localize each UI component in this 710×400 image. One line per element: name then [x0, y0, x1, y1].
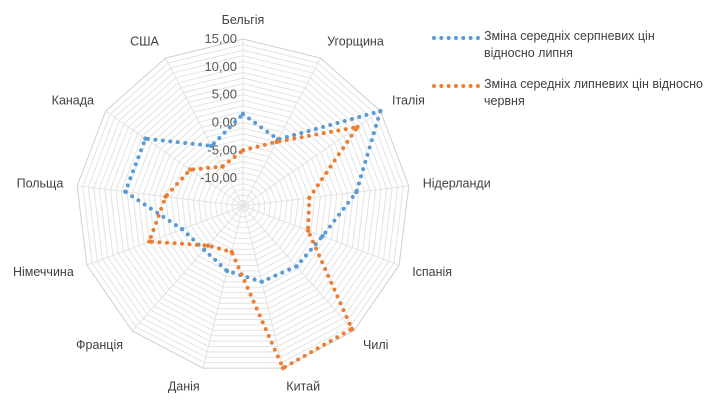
category-label: Данія [168, 380, 200, 394]
grid-ring [93, 55, 393, 353]
data-point [305, 228, 311, 233]
data-point [224, 268, 230, 274]
grid-ring [142, 105, 344, 304]
data-point [205, 243, 211, 248]
grid-ring [104, 66, 382, 342]
data-point [209, 143, 214, 149]
grid-ring [98, 60, 388, 347]
category-labels: Бельгія Угорщина Італія Нідерланди Іспанія Чи… [13, 13, 491, 394]
grid-ring [87, 49, 399, 358]
spoke-line [242, 57, 322, 207]
grid-ring [203, 166, 283, 245]
data-point [274, 139, 279, 145]
grid-ring [192, 155, 294, 256]
data-point [307, 195, 312, 201]
spoke-line [242, 205, 284, 369]
category-label: Китай [286, 380, 320, 394]
data-point [294, 264, 299, 269]
category-label: Бельгія [222, 13, 265, 27]
grid-ring [109, 71, 377, 337]
category-label: Угорщина [327, 34, 384, 48]
category-label: Італія [392, 93, 425, 107]
grid-ring [154, 116, 332, 293]
category-label: Канада [52, 93, 94, 107]
data-point [354, 190, 359, 195]
grid-ring [137, 99, 349, 310]
data-point [163, 194, 168, 199]
spoke-line [202, 205, 244, 369]
category-label: Нідерланди [423, 177, 491, 191]
legend-label-aug: Зміна середніх серпневих цін відносно ли… [484, 29, 655, 60]
spoke-line [242, 185, 409, 207]
data-point [349, 326, 355, 332]
data-point [123, 189, 128, 194]
tick-label: -10,00 [200, 170, 237, 185]
spoke-line [164, 57, 244, 207]
legend-entry-aug: Зміна середніх серпневих цін відносно ли… [428, 28, 708, 62]
tick-label: 10,00 [204, 59, 237, 74]
legend-swatch-aug [432, 36, 480, 40]
grid-ring [209, 172, 277, 239]
series-0 [122, 108, 384, 284]
data-point [240, 111, 246, 117]
grid-ring [82, 44, 404, 364]
grid-ring [120, 82, 366, 326]
spoke-line [77, 185, 244, 207]
grid-ring [181, 144, 305, 266]
grid-ring [187, 149, 299, 261]
series-1 [146, 124, 362, 371]
tick-label: 15,00 [204, 31, 237, 46]
series-line [122, 108, 384, 284]
data-point [202, 247, 207, 252]
spoke-line [105, 110, 244, 207]
data-point [188, 167, 193, 172]
grid-ring [76, 38, 410, 369]
data-point [179, 226, 185, 232]
data-point [147, 239, 152, 244]
tick-label: -5,00 [207, 142, 237, 157]
grid-ring [159, 121, 327, 288]
category-label: Чилі [363, 338, 388, 352]
category-label: Польща [17, 177, 64, 191]
category-label: США [130, 34, 159, 48]
grid-ring [148, 110, 338, 299]
grid-ring [198, 160, 288, 250]
data-point [229, 249, 234, 255]
tick-label: 5,00 [212, 87, 237, 102]
data-point [240, 148, 246, 153]
grid-ring [225, 188, 261, 223]
legend-label-jul: Зміна середніх липневих цін відносно чер… [484, 77, 704, 108]
series-layer [122, 108, 384, 371]
data-point [378, 108, 383, 114]
data-point [280, 365, 286, 371]
radar-spokes [77, 39, 409, 369]
legend: Зміна середніх серпневих цін відносно ли… [428, 28, 708, 124]
legend-swatch-jul [432, 84, 480, 88]
grid-ring [170, 133, 316, 277]
data-point [220, 164, 225, 169]
data-point [259, 279, 264, 284]
grid-ring [231, 194, 255, 218]
grid-ring [131, 94, 355, 315]
data-point [320, 234, 325, 239]
series-line [146, 124, 362, 371]
data-point [355, 124, 360, 130]
spoke-line [242, 205, 355, 332]
grid-ring [115, 77, 371, 331]
category-label: Німеччина [13, 265, 74, 279]
data-point [143, 136, 148, 141]
grid-ring [214, 177, 272, 234]
grid-ring [220, 183, 266, 229]
category-label: Іспанія [412, 265, 452, 279]
legend-entry-jul: Зміна середніх липневих цін відносно чер… [428, 76, 708, 110]
category-label: Франція [76, 338, 123, 352]
spoke-line [131, 205, 244, 332]
spoke-line [86, 205, 244, 266]
